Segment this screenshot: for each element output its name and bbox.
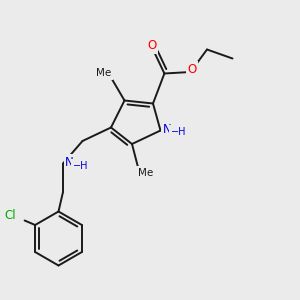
Text: O: O (188, 63, 196, 76)
Text: O: O (147, 39, 156, 52)
Text: N: N (163, 123, 172, 136)
Text: N: N (65, 156, 74, 169)
Text: −H: −H (171, 127, 186, 137)
Text: Cl: Cl (5, 208, 16, 222)
Text: Me: Me (138, 167, 153, 178)
Text: Me: Me (96, 68, 111, 78)
Text: −H: −H (73, 161, 88, 171)
